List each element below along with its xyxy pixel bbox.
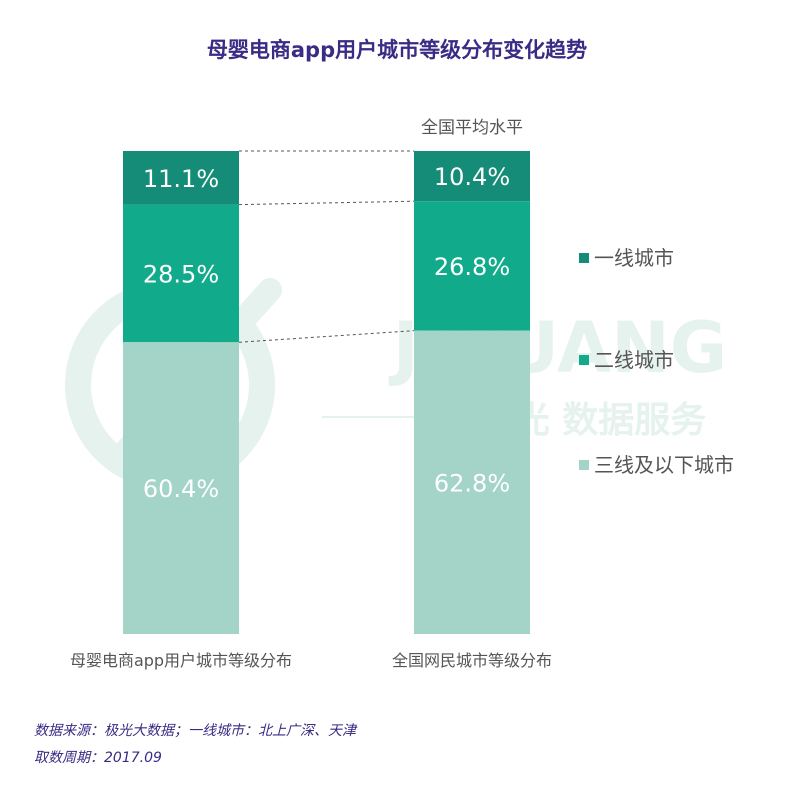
category-annotation: 全国平均水平 bbox=[421, 118, 523, 138]
series-connectors bbox=[238, 150, 415, 343]
bars bbox=[123, 151, 530, 634]
legend-label: 三线及以下城市 bbox=[594, 453, 734, 477]
legend-swatch bbox=[579, 355, 589, 365]
data-label: 62.8% bbox=[434, 469, 510, 497]
data-label: 60.4% bbox=[143, 475, 219, 503]
footnote-source: 数据来源：极光大数据；一线城市：北上广深、天津 bbox=[34, 723, 356, 739]
bar-segment bbox=[123, 342, 239, 634]
legend-label: 二线城市 bbox=[594, 348, 674, 372]
legend-label: 一线城市 bbox=[594, 246, 674, 270]
data-label: 11.1% bbox=[143, 165, 219, 193]
data-labels: 11.1% 28.5% 60.4% 10.4% 26.8% 62.8% bbox=[143, 163, 510, 503]
series-connector bbox=[238, 330, 415, 343]
bar-segment bbox=[414, 151, 530, 202]
series-connector bbox=[238, 200, 415, 206]
chart-title: 母婴电商app用户城市等级分布变化趋势 bbox=[206, 38, 588, 62]
bar-segment bbox=[414, 201, 530, 331]
data-label: 28.5% bbox=[143, 260, 219, 288]
bar-segment bbox=[414, 330, 530, 634]
legend-swatch bbox=[579, 253, 589, 263]
category-label: 全国网民城市等级分布 bbox=[392, 651, 552, 670]
legend-swatch bbox=[579, 460, 589, 470]
data-label: 26.8% bbox=[434, 253, 510, 281]
category-label: 母婴电商app用户城市等级分布 bbox=[70, 651, 292, 670]
footnote-period: 取数周期：2017.09 bbox=[34, 750, 162, 766]
bar-segment bbox=[123, 204, 239, 343]
data-label: 10.4% bbox=[434, 163, 510, 191]
bar-segment bbox=[123, 151, 239, 205]
